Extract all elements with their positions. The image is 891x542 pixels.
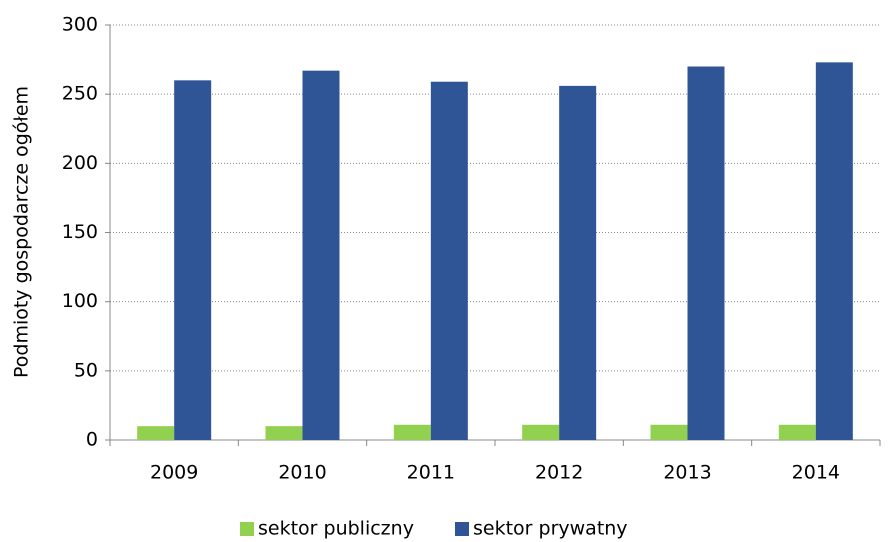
x-tick-label: 2013 <box>663 462 711 484</box>
y-tick-label: 150 <box>62 221 98 243</box>
y-axis-label: Podmioty gospodarcze ogółem <box>11 86 33 378</box>
legend-swatch <box>455 522 469 536</box>
x-tick-label: 2010 <box>278 462 326 484</box>
bar <box>393 424 431 440</box>
bar <box>265 426 303 440</box>
bar <box>302 70 340 441</box>
bar <box>174 80 212 440</box>
bar <box>815 62 853 440</box>
y-tick-label: 300 <box>62 14 98 36</box>
bar <box>687 66 725 440</box>
legend-label: sektor prywatny <box>473 518 628 540</box>
legend-swatch <box>240 522 254 536</box>
x-tick-label: 2014 <box>792 462 840 484</box>
bar <box>522 424 560 440</box>
bar <box>137 426 175 440</box>
legend-label: sektor publiczny <box>258 518 414 540</box>
x-tick-label: 2012 <box>535 462 583 484</box>
x-tick-label: 2011 <box>407 462 455 484</box>
y-tick-label: 50 <box>74 359 98 381</box>
y-tick-label: 200 <box>62 152 98 174</box>
bar <box>778 424 816 440</box>
bar <box>559 85 597 440</box>
x-tick-label: 2009 <box>150 462 198 484</box>
bar <box>650 424 688 440</box>
y-tick-label: 0 <box>86 429 98 451</box>
y-tick-label: 250 <box>62 83 98 105</box>
bar <box>430 81 468 440</box>
y-tick-label: 100 <box>62 290 98 312</box>
